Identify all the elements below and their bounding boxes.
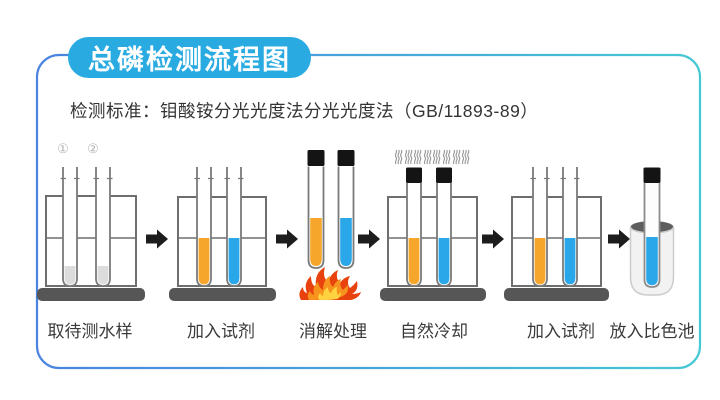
step-label-cooling: 自然冷却: [400, 322, 468, 341]
arrow-right-icon: [608, 229, 630, 249]
step-3-digestion-figure: [299, 149, 361, 300]
blue-reagent-liquid: [564, 238, 576, 285]
flame-icon: [299, 267, 361, 300]
step-6-cuvette-figure: [629, 166, 675, 296]
water-bath-tank: [511, 196, 602, 287]
step-2-add-reagent-figure: [169, 166, 276, 301]
steam-icon: [395, 150, 468, 164]
orange-reagent-liquid: [310, 218, 322, 266]
standard-note: 检测标准：钼酸铵分光光度法分光光度法（GB/11893-89）: [70, 101, 539, 121]
step-4-cooling-figure: [380, 150, 486, 301]
water-sample-liquid: [64, 266, 76, 285]
step-label-add-reagent-2: 加入试剂: [527, 322, 595, 341]
orange-reagent-liquid: [198, 238, 210, 285]
page-title: 总磷检测流程图: [68, 37, 311, 78]
stand-base: [169, 288, 276, 301]
arrow-right-icon: [146, 229, 168, 249]
step-label-sample: 取待测水样: [47, 322, 133, 341]
blue-reagent-liquid: [438, 238, 450, 285]
tube-marker-2: ②: [87, 141, 99, 156]
step-label-cuvette: 放入比色池: [609, 322, 695, 341]
orange-reagent-liquid: [534, 238, 546, 285]
blue-reagent-liquid: [646, 237, 658, 286]
step-5-add-reagent-figure: [504, 166, 609, 301]
step-1-water-sample-figure: [37, 166, 145, 301]
stand-base: [380, 288, 486, 301]
orange-reagent-liquid: [408, 238, 420, 285]
arrow-right-icon: [276, 229, 298, 249]
tube-marker-1: ①: [57, 141, 69, 156]
stand-base: [504, 288, 609, 301]
blue-reagent-liquid: [228, 238, 240, 285]
frame-border: [35, 53, 702, 370]
blue-reagent-liquid: [340, 218, 352, 266]
water-bath-tank: [45, 195, 137, 287]
step-label-digestion: 消解处理: [299, 322, 367, 341]
step-label-add-reagent-1: 加入试剂: [187, 322, 255, 341]
water-bath-tank: [387, 196, 478, 287]
water-bath-tank: [177, 196, 267, 287]
arrow-right-icon: [482, 229, 504, 249]
water-sample-liquid: [97, 266, 109, 285]
arrow-right-icon: [358, 229, 380, 249]
stand-base: [37, 288, 145, 301]
